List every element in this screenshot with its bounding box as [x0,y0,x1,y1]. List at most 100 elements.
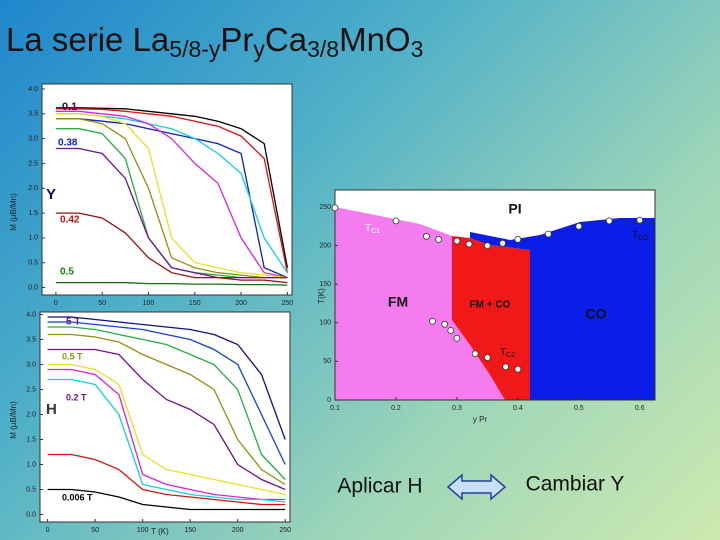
title-part: Ca [265,21,308,58]
title-subscript: 3/8 [307,36,339,62]
x-axis-label: T (K) [151,527,169,536]
title-subscript: 5/8-y [169,36,221,62]
tc-label: TCO [632,230,649,242]
point [575,222,583,230]
double-arrow [446,473,507,501]
y-tick-label: 0.5 [26,486,36,493]
point [471,350,479,358]
curve [55,147,288,279]
annotation: 0.42 [60,215,80,226]
tc-subscript: CO [638,235,649,242]
x-tick-label: 0.6 [635,405,645,412]
annotation: 0.006 T [62,492,93,502]
tc-letter: T [632,230,638,241]
curve [47,453,286,506]
curve [55,281,288,286]
y-tick-label: 0.0 [26,511,36,518]
y-tick-label: 1.5 [26,436,36,443]
y-tick-label: 4.0 [26,311,36,318]
x-tick-label: 0 [46,527,50,534]
point [544,230,552,238]
curve [47,348,286,491]
curve [55,107,289,268]
annotation: 5 T [66,317,80,328]
curve [47,378,286,503]
point [441,320,449,328]
title-subscript: y [253,36,265,62]
annotation: FM [388,294,408,310]
curve [55,118,288,279]
plot-frame [334,189,656,401]
y-tick-label: 3.0 [26,361,36,368]
title-part: La serie La [6,21,170,58]
x-tick-label: 50 [91,527,99,534]
annotation: PI [508,201,521,217]
curve [47,333,286,486]
co-region [470,218,655,400]
x-tick-label: 0.5 [574,405,584,412]
x-tick-label: 0.2 [391,405,401,412]
point [331,204,339,212]
x-axis-label: y Pr [473,415,488,424]
x-tick-label: 200 [235,300,247,307]
plot-frame [39,311,291,523]
annotation: 0.2 T [66,392,87,402]
y-axis-label: M (μB/Mn) [9,193,18,231]
curve [47,368,286,501]
point [636,216,644,224]
point [429,317,436,325]
y-tick-label: 3.5 [28,111,38,118]
tc-label: TC1 [365,223,380,235]
point [465,240,473,248]
y-tick-label: 200 [319,242,331,249]
curve [55,110,288,279]
annotation: 0.38 [58,138,78,149]
x-tick-label: 150 [189,300,201,307]
tc-label: TC2 [500,347,515,359]
curve [55,118,288,279]
point [453,237,461,245]
y-tick-label: 50 [323,358,331,365]
curve [55,108,289,273]
tc-subscript: C1 [371,228,380,235]
x-tick-label: 250 [282,300,294,307]
point [392,217,400,225]
point [447,327,455,334]
annotation: H [46,401,57,418]
y-tick-label: 3.0 [28,135,38,142]
point [605,217,613,225]
y-tick-label: 2.0 [28,185,38,192]
title-subscript: 3 [411,36,424,62]
curve [55,113,288,279]
y-tick-label: 2.5 [28,160,38,167]
x-tick-label: 0 [54,300,58,307]
y-tick-label: 2.5 [26,386,36,393]
point [514,365,522,373]
point [499,239,507,247]
annotation: 0.5 T [62,351,83,361]
curve [47,488,286,511]
y-tick-label: 0 [327,397,331,404]
y-tick-label: 250 [319,204,331,211]
footer-left: Aplicar H [337,475,422,498]
y-tick-label: 0.0 [28,284,38,291]
x-tick-label: 0.3 [452,405,462,412]
x-tick-label: 200 [232,527,244,534]
tc-letter: T [500,347,506,358]
x-tick-label: 150 [184,527,196,534]
x-tick-label: 100 [143,300,155,307]
plot-frame [41,83,293,296]
annotation: Y [46,186,56,203]
y-axis-label: M (μB/Mn) [9,401,18,439]
point [453,334,461,342]
tc-subscript: C2 [506,352,515,359]
y-tick-label: 4.0 [28,86,38,93]
title-part: MnO [339,21,411,58]
x-tick-label: 0.1 [330,405,340,412]
annotation: FM + CO [470,300,511,311]
curve [47,326,286,480]
curve [47,321,286,465]
annotation: CO [586,306,607,322]
x-tick-label: 100 [137,527,149,534]
